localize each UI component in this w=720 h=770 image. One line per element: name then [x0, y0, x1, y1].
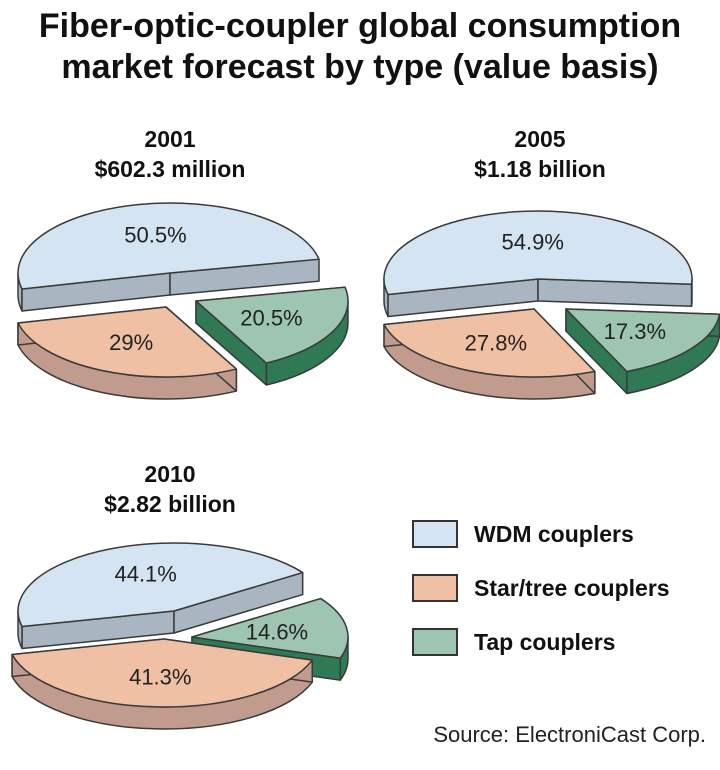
- source-note: Source: ElectroniCast Corp.: [433, 722, 706, 747]
- pie-2001-slice-star-tree-label: 29%: [109, 330, 153, 355]
- pie-2001-slice-star-tree: [17, 306, 238, 378]
- pie-2005-slice-star-tree: [383, 308, 596, 378]
- pie-2005-slice-tap-label: 17.3%: [604, 319, 666, 344]
- pie-2001-heading: 2001 $602.3 million: [80, 124, 260, 184]
- chart-title-line1: Fiber-optic-coupler global consumption: [38, 7, 682, 45]
- pie-2010-year: 2010: [144, 461, 196, 487]
- legend-item-star-tree: Star/tree couplers: [412, 572, 670, 604]
- legend-item-wdm: WDM couplers: [412, 518, 670, 550]
- pie-2005-heading: 2005 $1.18 billion: [450, 124, 630, 184]
- pie-2005-slice-tap: [565, 308, 720, 373]
- legend: WDM couplers Star/tree couplers Tap coup…: [412, 518, 670, 680]
- pie-2005-slice-star-tree-label: 27.8%: [465, 330, 527, 355]
- legend-swatch-tap: [412, 628, 458, 656]
- chart-title-line2: market forecast by type (value basis): [61, 48, 659, 86]
- pie-2001-year: 2001: [144, 126, 196, 152]
- pie-2010-slice-wdm-label: 44.1%: [114, 562, 176, 587]
- legend-swatch-wdm: [412, 520, 458, 548]
- legend-swatch-star-tree: [412, 574, 458, 602]
- pie-2010: 44.1% 14.6% 41.3%: [11, 542, 349, 730]
- pie-2010-total: $2.82 billion: [104, 491, 236, 517]
- pie-2010-slice-star-tree: [11, 638, 313, 708]
- pie-2005-total: $1.18 billion: [474, 156, 606, 182]
- chart-title: Fiber-optic-coupler global consumption m…: [0, 6, 720, 88]
- pie-2001-slice-tap-label: 20.5%: [240, 306, 302, 331]
- pie-2010-slice-tap: [191, 597, 349, 659]
- pie-2001-total: $602.3 million: [94, 156, 246, 182]
- pie-2010-slice-star-tree-label: 41.3%: [129, 664, 191, 689]
- pie-2001: 50.5% 20.5% 29%: [17, 202, 349, 400]
- pie-2005: 54.9% 17.3% 27.8%: [383, 210, 720, 400]
- pie-2010-heading: 2010 $2.82 billion: [80, 459, 260, 519]
- pie-2001-slice-tap: [195, 286, 349, 364]
- pie-2001-slice-wdm: [17, 202, 320, 290]
- pie-2010-slice-wdm: [17, 542, 304, 628]
- pie-2010-slice-tap-label: 14.6%: [246, 620, 308, 645]
- pie-2005-year: 2005: [514, 126, 566, 152]
- pie-2001-slice-wdm-label: 50.5%: [124, 223, 186, 248]
- legend-item-tap: Tap couplers: [412, 626, 670, 658]
- legend-label-tap: Tap couplers: [474, 628, 616, 655]
- pie-2005-slice-wdm-label: 54.9%: [502, 230, 564, 255]
- legend-label-wdm: WDM couplers: [474, 520, 634, 547]
- pie-2005-slice-wdm: [383, 210, 693, 296]
- legend-label-star-tree: Star/tree couplers: [474, 574, 670, 601]
